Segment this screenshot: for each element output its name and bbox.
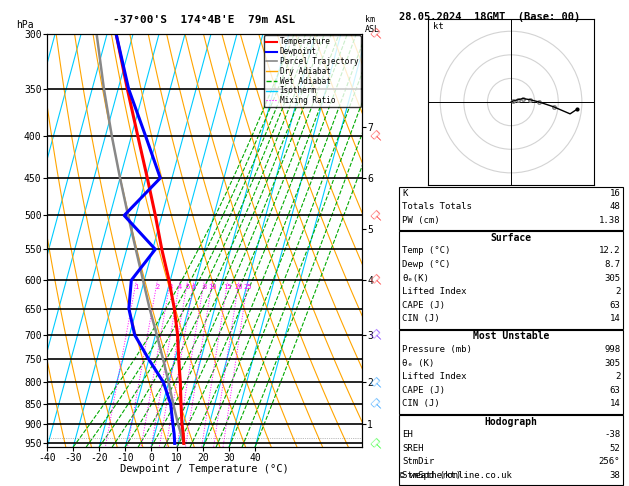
- Text: 1: 1: [134, 284, 138, 290]
- Text: 2: 2: [615, 287, 620, 296]
- Text: ⪧—: ⪧—: [370, 26, 385, 42]
- Text: 8: 8: [202, 284, 206, 290]
- Text: ⪧—: ⪧—: [370, 128, 385, 144]
- Text: CIN (J): CIN (J): [402, 314, 440, 324]
- Text: km
ASL: km ASL: [365, 15, 380, 34]
- Text: 4: 4: [178, 284, 182, 290]
- Text: CAPE (J): CAPE (J): [402, 301, 445, 310]
- Text: Pressure (mb): Pressure (mb): [402, 345, 472, 354]
- Text: hPa: hPa: [16, 20, 33, 30]
- Text: 38: 38: [610, 471, 620, 480]
- Text: Lifted Index: Lifted Index: [402, 287, 467, 296]
- Text: Most Unstable: Most Unstable: [473, 331, 549, 342]
- Text: 25: 25: [243, 284, 252, 290]
- Text: ⪧—: ⪧—: [370, 327, 385, 343]
- Text: 5: 5: [186, 284, 190, 290]
- Text: Lifted Index: Lifted Index: [402, 372, 467, 382]
- Text: Surface: Surface: [491, 233, 532, 243]
- Text: 998: 998: [604, 345, 620, 354]
- Text: 20: 20: [235, 284, 243, 290]
- Text: -38: -38: [604, 430, 620, 439]
- Text: StmSpd (kt): StmSpd (kt): [402, 471, 461, 480]
- Text: 12.2: 12.2: [599, 246, 620, 256]
- Text: ⪧—: ⪧—: [370, 375, 385, 390]
- Text: 16: 16: [610, 189, 620, 198]
- Text: 10: 10: [208, 284, 217, 290]
- Text: © weatheronline.co.uk: © weatheronline.co.uk: [399, 471, 512, 480]
- Text: CAPE (J): CAPE (J): [402, 386, 445, 395]
- Text: PW (cm): PW (cm): [402, 216, 440, 225]
- Text: K: K: [402, 189, 408, 198]
- Text: 305: 305: [604, 274, 620, 283]
- Text: θₑ(K): θₑ(K): [402, 274, 429, 283]
- Text: 48: 48: [610, 202, 620, 211]
- Text: 256°: 256°: [599, 457, 620, 467]
- Text: CIN (J): CIN (J): [402, 399, 440, 409]
- Text: Temp (°C): Temp (°C): [402, 246, 450, 256]
- Text: 63: 63: [610, 301, 620, 310]
- Text: 14: 14: [610, 314, 620, 324]
- Legend: Temperature, Dewpoint, Parcel Trajectory, Dry Adiabat, Wet Adiabat, Isotherm, Mi: Temperature, Dewpoint, Parcel Trajectory…: [264, 35, 360, 107]
- Text: ⪧—: ⪧—: [370, 208, 385, 223]
- Text: kt: kt: [433, 22, 444, 31]
- Text: ⪧—: ⪧—: [370, 396, 385, 412]
- Text: 2: 2: [615, 372, 620, 382]
- Text: ⪧—: ⪧—: [370, 436, 385, 451]
- Text: 6: 6: [192, 284, 196, 290]
- Text: Hodograph: Hodograph: [484, 417, 538, 427]
- Text: Totals Totals: Totals Totals: [402, 202, 472, 211]
- Text: 15: 15: [223, 284, 232, 290]
- Text: 63: 63: [610, 386, 620, 395]
- Text: EH: EH: [402, 430, 413, 439]
- Text: ⪧—: ⪧—: [370, 273, 385, 288]
- Text: 1.38: 1.38: [599, 216, 620, 225]
- Text: 28.05.2024  18GMT  (Base: 00): 28.05.2024 18GMT (Base: 00): [399, 12, 581, 22]
- Text: StmDir: StmDir: [402, 457, 434, 467]
- Text: 14: 14: [610, 399, 620, 409]
- Text: θₑ (K): θₑ (K): [402, 359, 434, 368]
- Text: -37°00'S  174°4B'E  79m ASL: -37°00'S 174°4B'E 79m ASL: [113, 15, 296, 25]
- X-axis label: Dewpoint / Temperature (°C): Dewpoint / Temperature (°C): [120, 464, 289, 474]
- Text: 2: 2: [155, 284, 160, 290]
- Text: Dewp (°C): Dewp (°C): [402, 260, 450, 269]
- Text: 8.7: 8.7: [604, 260, 620, 269]
- Text: 52: 52: [610, 444, 620, 453]
- Text: 3: 3: [169, 284, 172, 290]
- Text: 305: 305: [604, 359, 620, 368]
- Text: SREH: SREH: [402, 444, 423, 453]
